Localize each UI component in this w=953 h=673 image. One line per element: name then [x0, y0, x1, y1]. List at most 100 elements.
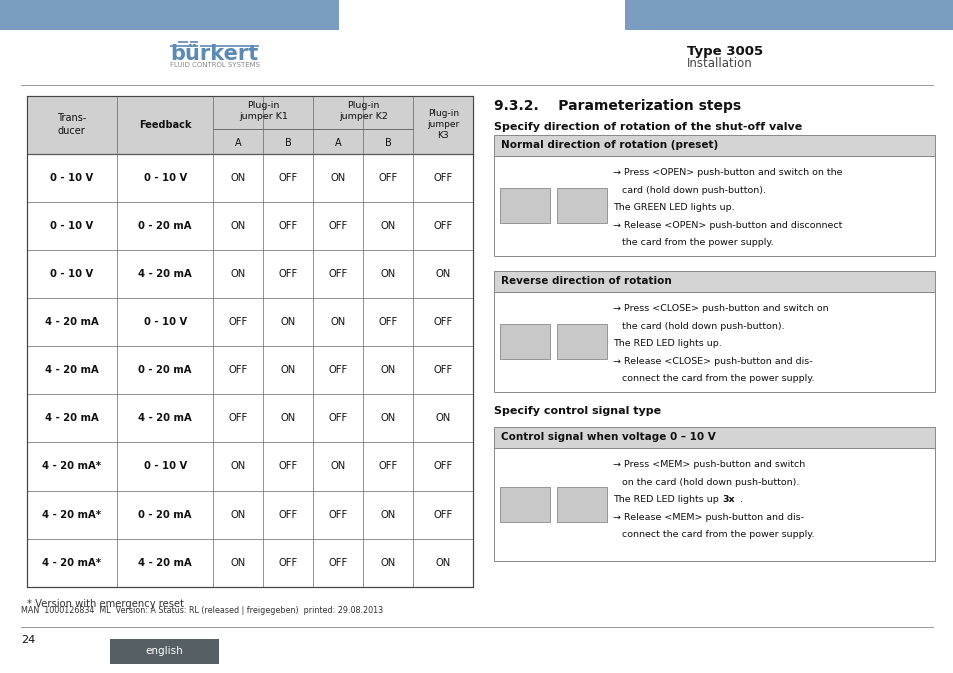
Text: → Release <OPEN> push-button and disconnect: → Release <OPEN> push-button and disconn… — [613, 221, 841, 229]
Text: Plug-in
jumper
K3: Plug-in jumper K3 — [427, 109, 459, 140]
Bar — [557, 324, 606, 359]
Text: * Version with emergency reset: * Version with emergency reset — [27, 599, 184, 609]
Text: ON: ON — [380, 269, 395, 279]
Text: Reverse direction of rotation: Reverse direction of rotation — [500, 277, 671, 286]
Text: 4 - 20 mA*: 4 - 20 mA* — [42, 558, 101, 568]
Text: Trans-
ducer: Trans- ducer — [57, 113, 87, 136]
Text: OFF: OFF — [434, 172, 453, 182]
Text: A: A — [335, 138, 341, 148]
Bar — [494, 292, 934, 392]
Text: 0 - 10 V: 0 - 10 V — [143, 317, 187, 327]
Text: 9.3.2.    Parameterization steps: 9.3.2. Parameterization steps — [494, 99, 740, 113]
Text: → Press <CLOSE> push-button and switch on: → Press <CLOSE> push-button and switch o… — [613, 304, 828, 313]
Text: → Release <MEM> push-button and dis-: → Release <MEM> push-button and dis- — [613, 513, 803, 522]
Bar — [494, 271, 934, 292]
Text: ON: ON — [380, 221, 395, 231]
Text: B: B — [385, 138, 392, 148]
Text: 0 - 20 mA: 0 - 20 mA — [138, 221, 192, 231]
Text: ON: ON — [231, 172, 246, 182]
Text: OFF: OFF — [278, 269, 297, 279]
Text: 0 - 20 mA: 0 - 20 mA — [138, 509, 192, 520]
Text: 0 - 10 V: 0 - 10 V — [51, 269, 93, 279]
Bar — [557, 487, 606, 522]
Bar — [494, 448, 934, 561]
Text: The GREEN LED lights up.: The GREEN LED lights up. — [613, 203, 734, 212]
Text: ON: ON — [231, 509, 246, 520]
Text: english: english — [145, 647, 183, 656]
Text: OFF: OFF — [329, 221, 348, 231]
Bar — [494, 135, 934, 156]
Text: 3x: 3x — [721, 495, 735, 504]
Text: Plug-in
jumper K1: Plug-in jumper K1 — [238, 102, 288, 121]
Text: ON: ON — [231, 462, 246, 472]
Text: ON: ON — [331, 462, 346, 472]
Text: Installation: Installation — [686, 57, 752, 71]
Text: ON: ON — [380, 413, 395, 423]
Text: ON: ON — [436, 269, 451, 279]
Text: Specify direction of rotation of the shut-off valve: Specify direction of rotation of the shu… — [494, 122, 801, 133]
Text: ON: ON — [231, 269, 246, 279]
Bar — [0, 0, 338, 30]
Text: ON: ON — [436, 413, 451, 423]
Text: OFF: OFF — [229, 317, 248, 327]
Text: OFF: OFF — [378, 317, 397, 327]
Text: card (hold down push-button).: card (hold down push-button). — [613, 186, 765, 194]
Bar — [624, 0, 953, 30]
Text: 0 - 10 V: 0 - 10 V — [51, 172, 93, 182]
Text: OFF: OFF — [434, 462, 453, 472]
Text: OFF: OFF — [278, 172, 297, 182]
Text: 4 - 20 mA*: 4 - 20 mA* — [42, 509, 101, 520]
Text: ON: ON — [380, 558, 395, 568]
Text: Feedback: Feedback — [139, 120, 192, 129]
Text: ON: ON — [331, 317, 346, 327]
Text: the card from the power supply.: the card from the power supply. — [613, 238, 773, 247]
Text: OFF: OFF — [229, 365, 248, 375]
Text: Type 3005: Type 3005 — [686, 44, 762, 58]
Text: ON: ON — [280, 365, 295, 375]
Text: ON: ON — [380, 509, 395, 520]
Bar — [494, 427, 934, 448]
Text: 4 - 20 mA: 4 - 20 mA — [45, 317, 98, 327]
Text: 4 - 20 mA: 4 - 20 mA — [138, 558, 192, 568]
Text: OFF: OFF — [278, 509, 297, 520]
Text: OFF: OFF — [434, 365, 453, 375]
Text: → Release <CLOSE> push-button and dis-: → Release <CLOSE> push-button and dis- — [613, 357, 812, 365]
Bar — [494, 156, 934, 256]
Text: OFF: OFF — [434, 317, 453, 327]
Text: OFF: OFF — [278, 462, 297, 472]
Text: 4 - 20 mA: 4 - 20 mA — [138, 413, 192, 423]
Text: 4 - 20 mA: 4 - 20 mA — [138, 269, 192, 279]
Text: 24: 24 — [21, 635, 35, 645]
Text: 4 - 20 mA: 4 - 20 mA — [45, 365, 98, 375]
Text: ON: ON — [280, 317, 295, 327]
Text: 0 - 10 V: 0 - 10 V — [143, 172, 187, 182]
Text: → Press <MEM> push-button and switch: → Press <MEM> push-button and switch — [613, 460, 805, 469]
Text: Normal direction of rotation (preset): Normal direction of rotation (preset) — [500, 141, 718, 150]
Text: the card (hold down push-button).: the card (hold down push-button). — [613, 322, 784, 330]
Text: bürkert: bürkert — [171, 44, 258, 64]
Text: 0 - 10 V: 0 - 10 V — [51, 221, 93, 231]
Text: B: B — [285, 138, 292, 148]
Text: ON: ON — [231, 221, 246, 231]
Text: OFF: OFF — [434, 509, 453, 520]
Text: 0 - 20 mA: 0 - 20 mA — [138, 365, 192, 375]
Text: OFF: OFF — [329, 413, 348, 423]
Bar — [499, 188, 549, 223]
Text: → Press <OPEN> push-button and switch on the: → Press <OPEN> push-button and switch on… — [613, 168, 842, 177]
Bar — [499, 324, 549, 359]
Text: OFF: OFF — [229, 413, 248, 423]
Text: OFF: OFF — [278, 558, 297, 568]
Bar — [499, 487, 549, 522]
Text: ON: ON — [231, 558, 246, 568]
Text: Specify control signal type: Specify control signal type — [494, 406, 660, 417]
Text: OFF: OFF — [278, 221, 297, 231]
Text: OFF: OFF — [329, 509, 348, 520]
Bar — [27, 96, 473, 587]
Text: The RED LED lights up.: The RED LED lights up. — [613, 339, 721, 348]
Text: ON: ON — [280, 413, 295, 423]
Text: 0 - 10 V: 0 - 10 V — [143, 462, 187, 472]
Text: FLUID CONTROL SYSTEMS: FLUID CONTROL SYSTEMS — [170, 62, 259, 67]
Text: .: . — [739, 495, 742, 504]
Text: Plug-in
jumper K2: Plug-in jumper K2 — [338, 102, 388, 121]
Text: connect the card from the power supply.: connect the card from the power supply. — [613, 530, 814, 539]
